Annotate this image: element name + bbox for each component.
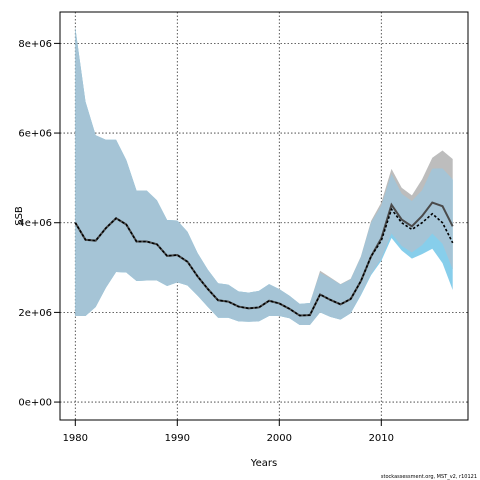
x-axis-label: Years: [250, 458, 277, 469]
x-tick-label: 1990: [165, 433, 190, 444]
y-tick-label: 2e+06: [18, 308, 52, 319]
band-run1: [75, 27, 453, 325]
y-tick-label: 6e+06: [18, 129, 52, 140]
x-tick-label: 2010: [369, 433, 394, 444]
x-axis: 1980 1990 2000 2010: [63, 420, 394, 444]
band-run2: [75, 27, 453, 325]
x-tick-label: 1980: [63, 433, 88, 444]
y-axis-label: SSB: [14, 206, 25, 226]
y-tick-label: 8e+06: [18, 39, 52, 50]
estimate-lines: [74, 201, 454, 317]
y-tick-label: 4e+06: [18, 218, 52, 229]
x-tick-label: 2000: [267, 433, 292, 444]
line-run2: [74, 207, 454, 317]
confidence-bands: [75, 27, 453, 325]
band-overlap: [75, 27, 453, 325]
plot-frame: [59, 11, 469, 421]
y-axis: 0e+00 2e+06 4e+06 6e+06 8e+06: [18, 39, 60, 409]
footer-note: stockassessment.org, MST_v2, r10121: [381, 474, 477, 480]
y-tick-label: 0e+00: [18, 398, 52, 409]
